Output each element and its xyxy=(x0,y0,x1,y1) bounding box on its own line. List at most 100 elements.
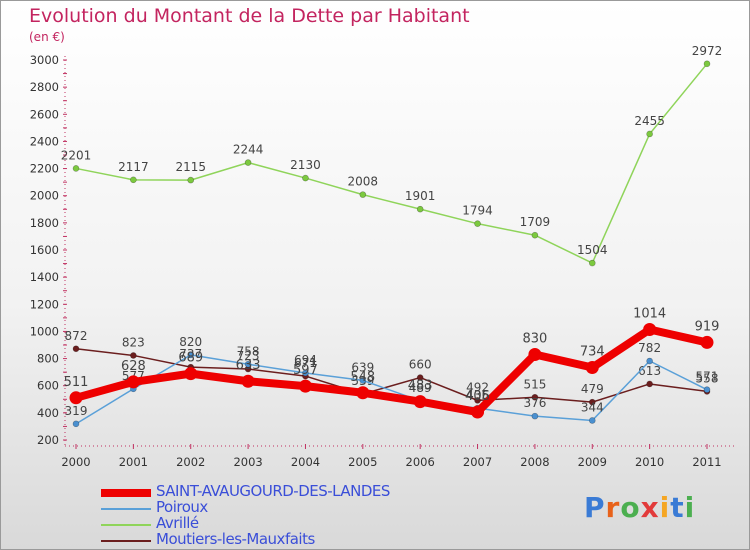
y-tick-label: 200 xyxy=(37,433,59,447)
data-label: 2115 xyxy=(175,160,206,174)
data-label: 479 xyxy=(581,382,604,396)
data-point xyxy=(72,345,80,353)
data-label: 820 xyxy=(179,335,202,349)
data-point xyxy=(588,398,596,406)
y-tick-label: 2200 xyxy=(30,162,59,176)
data-label: 830 xyxy=(522,332,547,347)
data-label: 2117 xyxy=(118,160,149,174)
logo-letter: P xyxy=(584,491,606,524)
data-label: 613 xyxy=(638,364,661,378)
data-point xyxy=(187,176,195,184)
proxiti-logo: Proxiti xyxy=(584,491,695,524)
x-tick-label: 2005 xyxy=(348,455,377,469)
data-point xyxy=(359,191,367,198)
data-point xyxy=(646,380,653,388)
x-tick-label: 2002 xyxy=(176,455,205,469)
legend-swatch xyxy=(101,508,151,510)
data-label: 1504 xyxy=(577,243,608,257)
legend-label: Poiroux xyxy=(156,498,208,516)
data-label: 660 xyxy=(409,358,432,372)
series-line-avrill- xyxy=(75,63,708,264)
data-point xyxy=(72,420,80,428)
data-point xyxy=(72,165,80,172)
data-label: 628 xyxy=(121,359,146,374)
x-tick-label: 2007 xyxy=(463,455,492,469)
data-point xyxy=(184,367,198,381)
logo-letter: x xyxy=(640,491,660,524)
data-label: 483 xyxy=(408,379,433,394)
y-tick-label: 400 xyxy=(37,406,59,420)
data-point xyxy=(130,352,137,359)
data-label: 376 xyxy=(523,396,546,410)
legend-swatch xyxy=(101,524,151,526)
data-label: 2201 xyxy=(61,148,92,162)
data-point xyxy=(69,391,83,405)
logo-letter: i xyxy=(684,491,696,524)
x-tick-label: 2003 xyxy=(233,455,262,469)
data-label: 548 xyxy=(350,370,375,385)
y-tick-label: 2000 xyxy=(30,189,59,203)
data-point xyxy=(646,130,653,138)
data-label: 597 xyxy=(293,363,318,378)
data-label: 406 xyxy=(465,389,490,404)
data-label: 823 xyxy=(122,335,145,349)
chart-title: Evolution du Montant de la Dette par Hab… xyxy=(29,5,470,27)
legend-swatch xyxy=(101,489,151,497)
data-point xyxy=(528,348,542,361)
data-label: 639 xyxy=(351,360,374,374)
y-tick-label: 800 xyxy=(37,352,59,366)
data-point xyxy=(126,375,140,389)
data-point xyxy=(416,374,424,381)
data-label: 558 xyxy=(696,371,719,385)
data-label: 734 xyxy=(580,345,605,360)
data-label: 1794 xyxy=(462,204,493,218)
data-point xyxy=(643,323,657,337)
data-point xyxy=(703,60,711,68)
data-point xyxy=(646,357,653,365)
logo-letter: i xyxy=(659,491,671,524)
data-label: 1901 xyxy=(405,189,436,203)
data-label: 344 xyxy=(581,400,604,414)
data-point xyxy=(531,393,539,401)
data-label: 633 xyxy=(236,358,261,373)
logo-letter: o xyxy=(620,491,641,524)
y-tick-label: 600 xyxy=(37,379,59,393)
data-point xyxy=(244,360,252,368)
data-point xyxy=(241,374,255,388)
data-label: 2008 xyxy=(348,175,379,189)
data-label: 1709 xyxy=(520,215,551,229)
data-label: 571 xyxy=(696,370,719,384)
legend-label: Avrillé xyxy=(156,514,199,532)
data-point xyxy=(130,176,137,184)
x-tick-label: 2009 xyxy=(578,455,607,469)
legend-label: Moutiers-les-Mauxfaits xyxy=(156,530,315,548)
y-tick-label: 1600 xyxy=(30,243,59,257)
y-tick-label: 2400 xyxy=(30,134,59,148)
data-label: 2244 xyxy=(233,143,264,157)
data-point xyxy=(474,397,481,404)
y-tick-label: 2600 xyxy=(30,107,59,121)
data-point xyxy=(416,205,424,213)
logo-letter: t xyxy=(670,491,685,524)
x-tick-label: 2011 xyxy=(692,455,721,469)
data-point xyxy=(187,351,195,359)
legend-label: SAINT-AVAUGOURD-DES-LANDES xyxy=(156,482,390,500)
series-line-poiroux xyxy=(75,354,708,425)
x-tick-label: 2006 xyxy=(406,455,435,469)
data-label: 689 xyxy=(178,351,203,366)
data-point xyxy=(413,395,427,409)
legend-swatch xyxy=(101,540,151,542)
data-label: 515 xyxy=(523,377,546,391)
data-point xyxy=(531,412,539,420)
data-label: 319 xyxy=(65,404,88,418)
data-point xyxy=(302,174,309,182)
y-tick-label: 1800 xyxy=(30,216,59,230)
series-line-saint-avaugourd-des-landes xyxy=(72,325,711,417)
x-tick-label: 2010 xyxy=(635,455,664,469)
y-tick-label: 1000 xyxy=(30,324,59,338)
data-label: 919 xyxy=(695,319,720,334)
data-label: 1014 xyxy=(633,307,666,322)
data-label: 492 xyxy=(466,380,489,394)
data-point xyxy=(474,220,481,227)
